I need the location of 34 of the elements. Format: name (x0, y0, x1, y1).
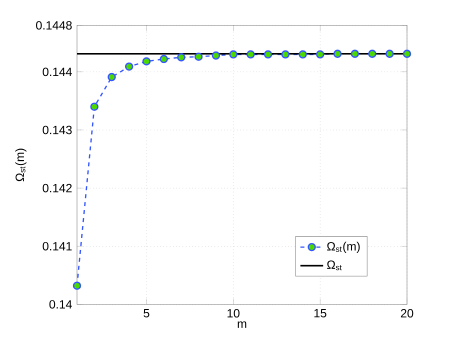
x-tick-label: 5 (144, 309, 150, 318)
point (72, 282, 82, 290)
y-tick-label: 0.142 (42, 184, 72, 192)
point (281, 50, 290, 59)
point (385, 50, 394, 58)
point (194, 52, 203, 61)
y-tick-label: 0.144 (42, 68, 72, 76)
point (177, 53, 186, 62)
point (124, 62, 134, 71)
y-tick-label: 0.141 (42, 242, 72, 250)
point (160, 54, 168, 64)
legend-label: Ω$_{st}$(m) (327, 242, 360, 253)
x-axis-title: m (238, 321, 246, 328)
point (90, 102, 99, 111)
point (316, 50, 324, 59)
point (402, 50, 412, 58)
point (350, 50, 360, 58)
point (142, 57, 151, 66)
x-tick-label: 10 (228, 309, 240, 318)
y-tick-label: 0.1448 (36, 21, 72, 30)
legend-label: Ω$_{st}$ (327, 260, 342, 270)
point (108, 72, 116, 82)
point (298, 50, 307, 59)
x-tick-label: 20 (400, 309, 414, 318)
point (264, 50, 272, 59)
y-axis-title: Ω$_{st}$(m) (15, 148, 26, 182)
point (333, 50, 342, 58)
point (368, 50, 376, 58)
x-tick-label: 15 (314, 309, 326, 318)
point (212, 51, 220, 60)
y-tick-label: 0.14 (49, 300, 72, 309)
point (229, 50, 238, 59)
y-tick-label: 0.143 (42, 126, 72, 134)
point (246, 50, 255, 59)
